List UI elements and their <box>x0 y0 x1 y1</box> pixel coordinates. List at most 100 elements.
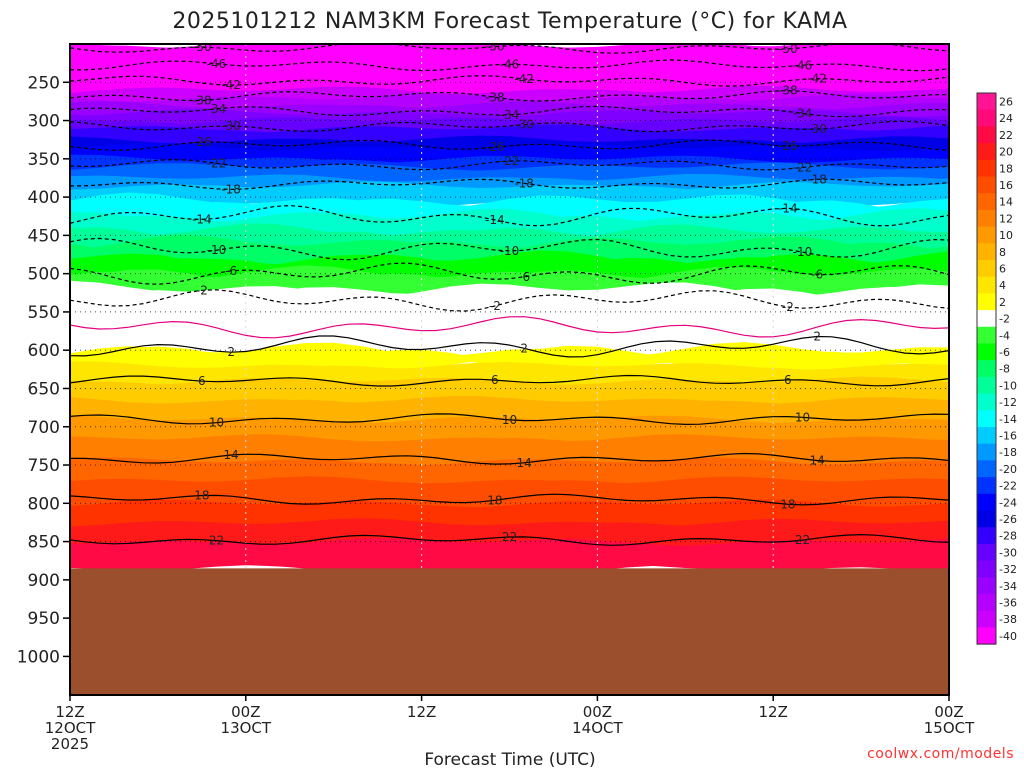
isotherm-label: -38 <box>192 93 212 107</box>
colorbar-swatch <box>977 427 996 445</box>
isotherm-label: -6 <box>518 270 530 284</box>
isotherm-label: -34 <box>500 108 520 122</box>
colorbar-label: 12 <box>999 212 1013 225</box>
temperature-band <box>70 273 949 295</box>
temperature-band <box>70 170 949 183</box>
isotherm-line <box>70 59 949 72</box>
temperature-band <box>70 526 949 539</box>
isotherm-label: -22 <box>500 154 520 168</box>
isotherm-contours: -50 -50 -50-46 -46 -46-42 -42 -42-38 -38 -38-34-… <box>70 44 949 548</box>
temperature-band <box>70 250 949 272</box>
temperature-band <box>70 430 949 443</box>
grid-lines <box>70 44 949 695</box>
time-tick-label: 15OCT <box>924 719 975 737</box>
colorbar-swatch <box>977 109 996 127</box>
isotherm-label: -46 <box>207 57 227 71</box>
pressure-tick-label: 850 <box>28 533 60 553</box>
temperature-band <box>70 441 949 455</box>
temperature-band <box>70 495 949 509</box>
isotherm-line <box>70 289 949 312</box>
isotherm-line <box>70 159 949 171</box>
colorbar-label: 6 <box>999 263 1006 276</box>
colorbar-swatch <box>977 560 996 578</box>
colorbar-swatch <box>977 594 996 612</box>
temperature-band <box>70 396 949 409</box>
temperature-band <box>70 480 949 493</box>
isotherm-line <box>70 335 949 358</box>
time-tick-label: 12Z <box>55 703 84 721</box>
colorbar-swatch <box>977 510 996 528</box>
chart-title: 2025101212 NAM3KM Forecast Temperature (… <box>172 9 847 34</box>
temperature-band <box>70 284 949 306</box>
pressure-tick-label: 650 <box>28 379 60 399</box>
colorbar-swatch <box>977 543 996 562</box>
temperature-band <box>70 85 949 99</box>
colorbar-swatch <box>977 93 996 111</box>
colorbar-label: -12 <box>999 396 1017 409</box>
colorbar-swatch <box>977 310 996 328</box>
isotherm-label: -10 <box>207 243 227 257</box>
isotherm-line <box>70 237 949 261</box>
temperature-band <box>70 365 949 379</box>
isotherm-label: -6 <box>225 264 237 278</box>
temperature-band <box>70 208 949 228</box>
temperature-band <box>70 74 949 88</box>
temperature-band <box>70 113 949 126</box>
time-tick-label: 12Z <box>759 703 788 721</box>
temperature-band <box>70 450 949 463</box>
colorbar-swatch <box>977 393 996 411</box>
time-tick-label: 00Z <box>583 703 612 721</box>
isotherm-label: 2 <box>227 345 235 359</box>
pressure-tick-label: 550 <box>28 303 60 323</box>
isotherm-label: -14 <box>485 213 505 227</box>
isotherm-label: -26 <box>192 135 212 149</box>
pressure-tick-label: 950 <box>28 609 60 629</box>
isotherm-label: -6 <box>811 268 823 282</box>
colorbar-swatch <box>977 460 996 478</box>
isotherm-label: 10 <box>795 410 810 424</box>
isotherm-label: -18 <box>221 182 241 196</box>
colorbar-swatch <box>977 243 996 261</box>
isotherm-line <box>70 413 949 426</box>
temperature-band <box>70 549 949 562</box>
colorbar-label: -38 <box>999 613 1017 626</box>
isotherm-label: 14 <box>224 448 239 462</box>
isotherm-label: -26 <box>778 139 798 153</box>
temperature-band <box>70 158 949 172</box>
colorbar-swatch <box>977 343 996 361</box>
temperature-band <box>70 407 949 421</box>
pressure-tick-label: 400 <box>28 188 60 208</box>
temperature-band <box>70 483 949 497</box>
colorbar-frame <box>976 92 997 645</box>
x-axis-label: Forecast Time (UTC) <box>424 750 595 768</box>
pressure-tick-label: 800 <box>28 494 60 514</box>
colorbar-swatch <box>977 493 996 511</box>
isotherm-label: -42 <box>807 72 827 86</box>
colorbar-label: 18 <box>999 162 1013 175</box>
temperature-band <box>70 426 949 440</box>
isotherm-line <box>70 493 949 506</box>
colorbar-swatch <box>977 126 996 144</box>
colorbar-label: 14 <box>999 196 1013 209</box>
isotherm-label: -22 <box>207 156 227 170</box>
time-tick-label: 14OCT <box>572 719 623 737</box>
isotherm-label: -10 <box>500 244 520 258</box>
pressure-tick-label: 900 <box>28 571 60 591</box>
temperature-band <box>70 330 949 352</box>
colorbar-swatch <box>977 360 996 378</box>
colorbar-label: 16 <box>999 179 1013 192</box>
temperature-band <box>70 415 949 428</box>
isotherm-label: -38 <box>778 84 798 98</box>
isotherm-label: -2 <box>489 299 501 313</box>
colorbar-label: 26 <box>999 96 1013 109</box>
isotherm-label: 18 <box>487 493 502 507</box>
temperature-band <box>70 240 949 260</box>
pressure-tick-label: 600 <box>28 341 60 361</box>
temperature-bands <box>70 44 949 574</box>
colorbar-label: 2 <box>999 296 1006 309</box>
temperature-band <box>70 78 949 92</box>
temperature-band <box>70 101 949 115</box>
time-tick-label: 12OCT <box>45 719 96 737</box>
isotherm-label: 14 <box>810 453 825 467</box>
